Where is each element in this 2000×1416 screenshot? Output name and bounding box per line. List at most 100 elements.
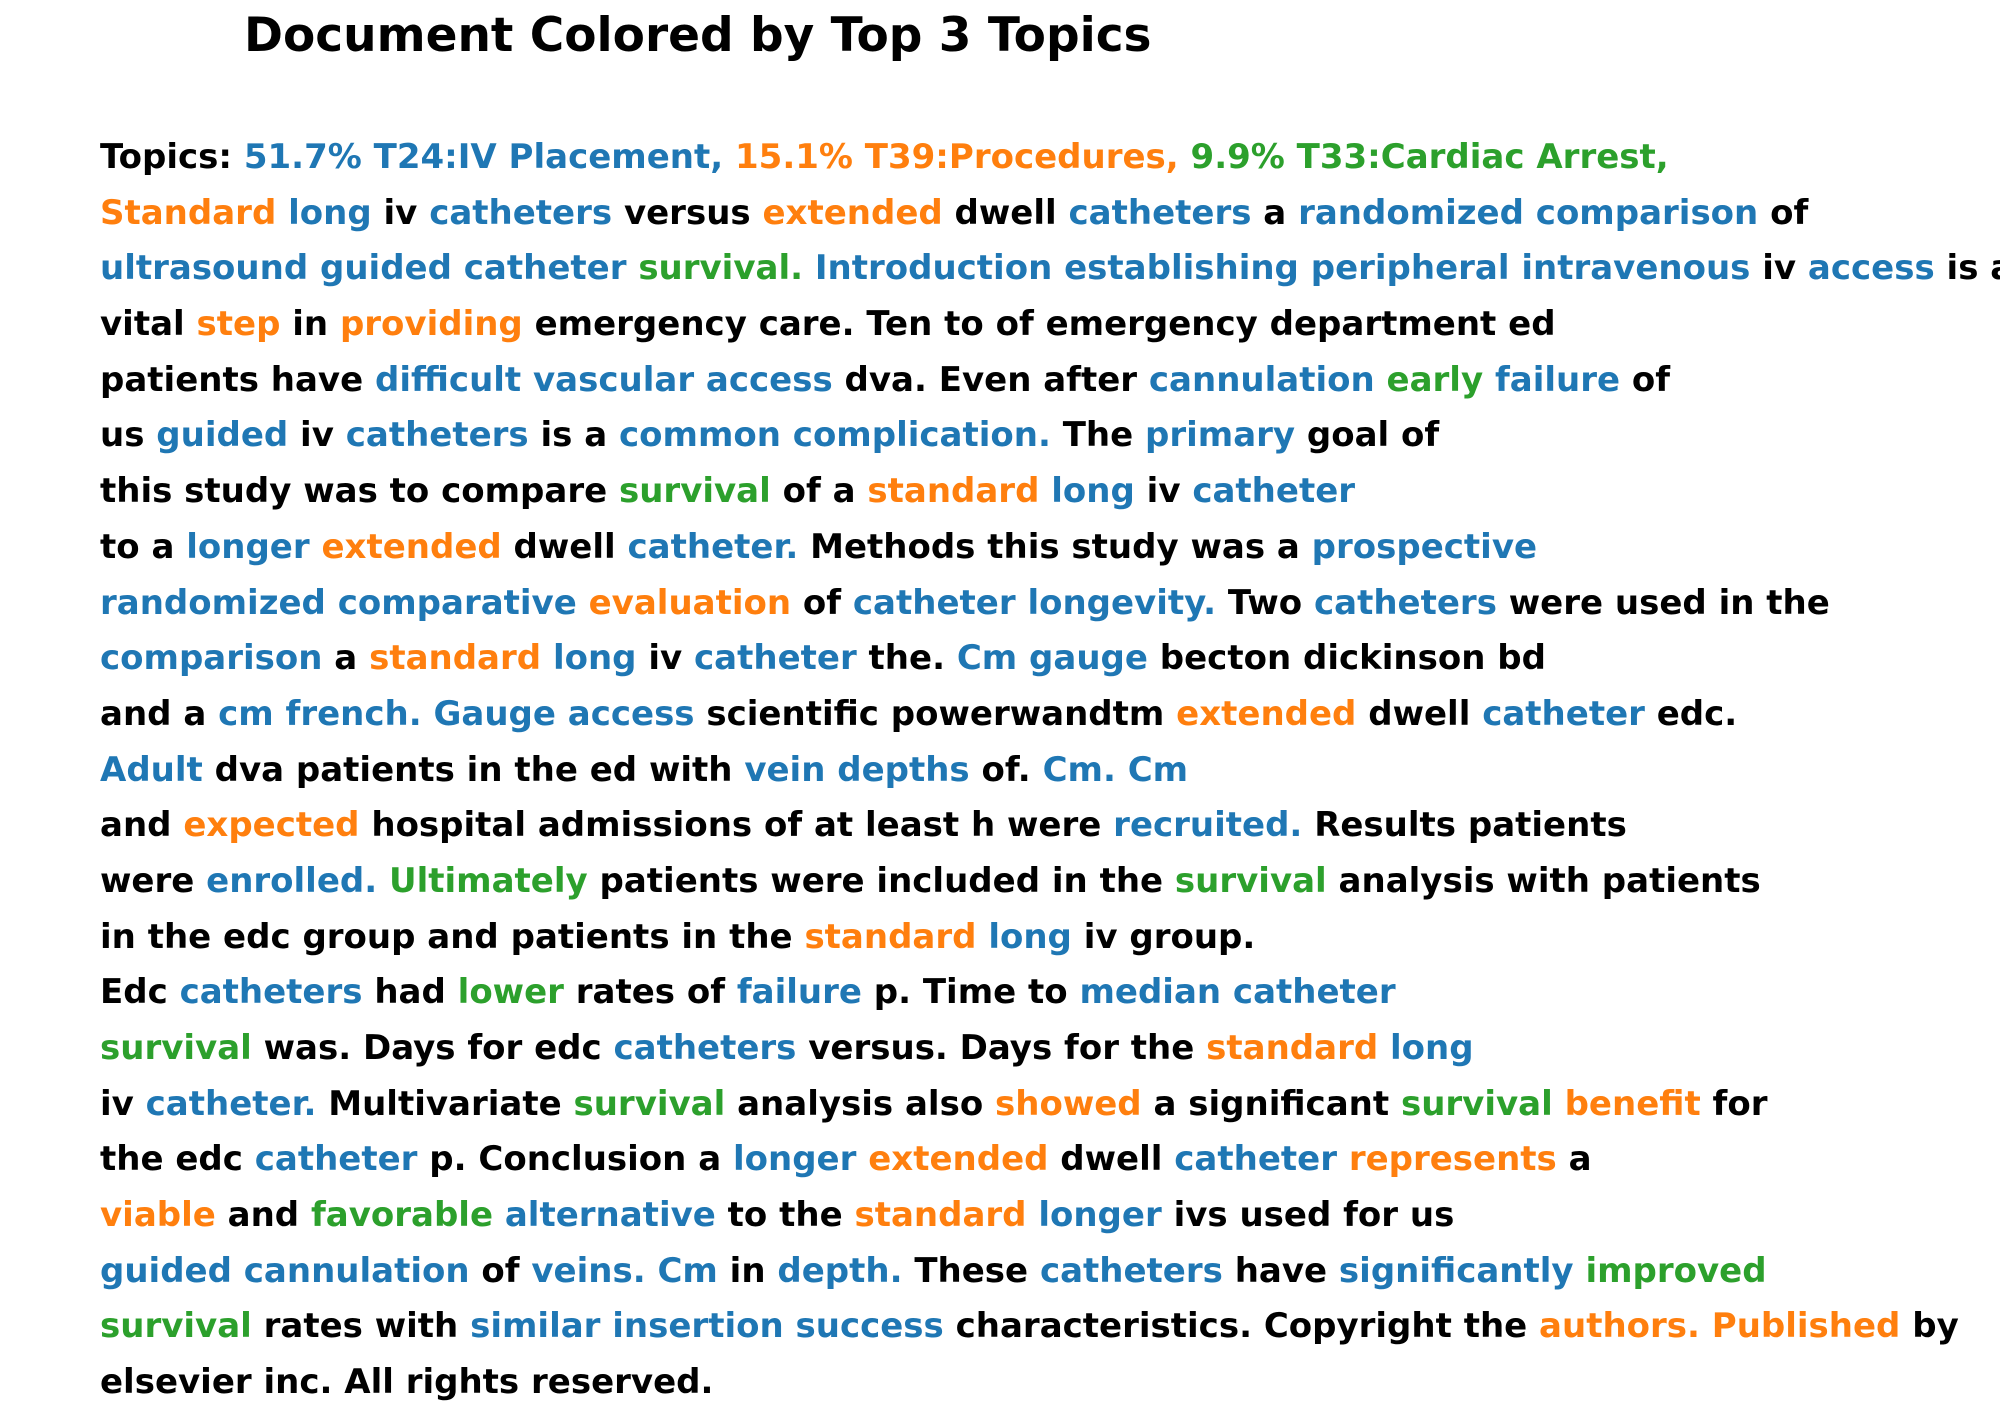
document-line: us guided iv catheters is a common compl…	[100, 408, 2000, 464]
topic-t39-word: extended	[762, 192, 943, 233]
topic-t24-word: median catheter	[1079, 972, 1396, 1013]
topic-t24-word: significantly	[1338, 1250, 1574, 1291]
plain-text: and	[100, 805, 184, 846]
plain-text: rates with	[251, 1306, 471, 1347]
document-line: comparison a standard long iv catheter t…	[100, 631, 2000, 687]
plain-text	[577, 583, 589, 623]
plain-text: of.	[969, 749, 1043, 790]
plain-text: These	[902, 1250, 1040, 1291]
plain-text	[377, 861, 389, 901]
plain-text: in	[280, 304, 340, 345]
colored-document-body: Topics: 51.7% T24:IV Placement, 15.1% T3…	[100, 130, 2000, 1411]
plain-text: iv	[288, 415, 346, 456]
topic-t24-word: Adult	[100, 749, 203, 790]
topic-t24-word: catheters	[1314, 582, 1497, 623]
plain-text: a	[1556, 1139, 1592, 1180]
document-title: Document Colored by Top 3 Topics	[244, 8, 1152, 63]
topic-t24-word: common complication.	[619, 415, 1051, 456]
plain-text: patients were included in the	[587, 860, 1175, 901]
plain-text: patients have	[100, 359, 375, 400]
document-line: the edc catheter p. Conclusion a longer …	[100, 1132, 2000, 1188]
topic-t24-word: failure	[736, 972, 862, 1013]
topic-t39-word: providing	[339, 304, 523, 345]
topic-t24-word: comparison	[100, 638, 323, 679]
plain-text: dwell	[942, 192, 1069, 233]
plain-text: Multivariate	[316, 1083, 574, 1124]
plain-text	[626, 248, 638, 288]
topic-t24-word: randomized comparison	[1298, 192, 1759, 233]
topic-t24-word: vein depths	[744, 749, 970, 790]
plain-text: versus. Days for the	[796, 1028, 1207, 1068]
plain-text	[541, 638, 553, 678]
plain-text: this study was to compare	[100, 471, 619, 512]
topic-t24-word: catheters	[179, 972, 363, 1013]
plain-text	[723, 137, 735, 177]
topic-t24-word: failure	[1494, 359, 1621, 400]
topic-t24-word: prospective	[1311, 526, 1538, 567]
plain-text	[493, 1195, 505, 1235]
plain-text: a	[1251, 192, 1299, 233]
plain-text: of a	[770, 471, 868, 512]
topic-t39-word: viable	[100, 1195, 216, 1236]
plain-text: by	[1900, 1306, 1959, 1347]
topic-t24-word: guided cannulation	[100, 1250, 470, 1291]
topic-t33-word: early	[1386, 359, 1484, 400]
topic-t24-word: longer	[732, 1139, 857, 1180]
topic-t24-word: cannulation	[1148, 359, 1375, 400]
plain-text: vital	[100, 304, 197, 345]
plain-text: a	[322, 638, 370, 679]
plain-text: was. Days for edc	[251, 1028, 614, 1068]
plain-text: in	[717, 1250, 778, 1291]
plain-text: dva patients in the ed with	[202, 749, 745, 790]
topic-t24-word: catheters	[429, 192, 613, 233]
topic-t33-word: improved	[1585, 1250, 1767, 1291]
plain-text: Two	[1216, 582, 1314, 623]
plain-text: iv	[1750, 248, 1808, 289]
plain-text: dva. Even after	[832, 359, 1149, 400]
plain-text: p. Conclusion a	[417, 1139, 733, 1180]
plain-text: iv	[100, 1083, 146, 1124]
topic-t39-word: standard	[854, 1195, 1027, 1236]
topic-t24-word: primary	[1145, 415, 1296, 456]
document-line: ultrasound guided catheter survival. Int…	[100, 241, 2000, 297]
topic-t24-word: catheter	[1482, 693, 1645, 734]
topic-t24-word: catheters	[613, 1028, 797, 1068]
topic-t24-word: catheters	[1068, 192, 1252, 233]
plain-text: rates of	[563, 972, 737, 1013]
document-line: survival was. Days for edc catheters ver…	[100, 1021, 2000, 1077]
topic-t24-word: alternative	[504, 1195, 716, 1236]
plain-text: had	[362, 972, 458, 1013]
plain-text	[1039, 471, 1051, 511]
plain-text: to the	[715, 1195, 855, 1236]
topic-t24-word: catheter longevity.	[852, 582, 1217, 623]
topic-t24-word: catheter	[694, 638, 857, 679]
plain-text: of	[1758, 192, 1809, 233]
document-line: Adult dva patients in the ed with vein d…	[100, 743, 2000, 799]
document-line: viable and favorable alternative to the …	[100, 1188, 2000, 1244]
plain-text: hospital admissions of at least h were	[359, 805, 1114, 846]
topic-t33-word: survival	[100, 1306, 252, 1347]
plain-text	[1337, 1139, 1349, 1179]
topic-t39-word: evaluation	[588, 582, 792, 623]
document-line: this study was to compare survival of a …	[100, 464, 2000, 520]
plain-text: of	[791, 582, 853, 623]
plain-text	[310, 527, 322, 567]
topic-t33-word: favorable	[310, 1195, 494, 1236]
plain-text: and	[215, 1195, 311, 1236]
plain-text	[856, 1139, 868, 1179]
topic-t24-word: similar insertion success	[470, 1306, 944, 1347]
topic-t24-word: catheters	[345, 415, 529, 456]
plain-text: iv	[371, 192, 430, 233]
plain-text	[1378, 1028, 1390, 1068]
plain-text: dwell	[1048, 1139, 1175, 1180]
plain-text: scientific powerwandtm	[694, 693, 1177, 734]
topic-t24-word: Cm gauge	[956, 638, 1148, 679]
topic-t24-word: long	[288, 192, 372, 233]
plain-text: becton dickinson bd	[1147, 638, 1546, 679]
plain-text	[1027, 1195, 1039, 1235]
topic-t24-word: veins. Cm	[531, 1250, 718, 1291]
plain-text: iv	[636, 638, 695, 679]
document-line: vital step in providing emergency care. …	[100, 297, 2000, 353]
document-line: elsevier inc. All rights reserved.	[100, 1355, 2000, 1411]
plain-text	[1375, 360, 1387, 400]
